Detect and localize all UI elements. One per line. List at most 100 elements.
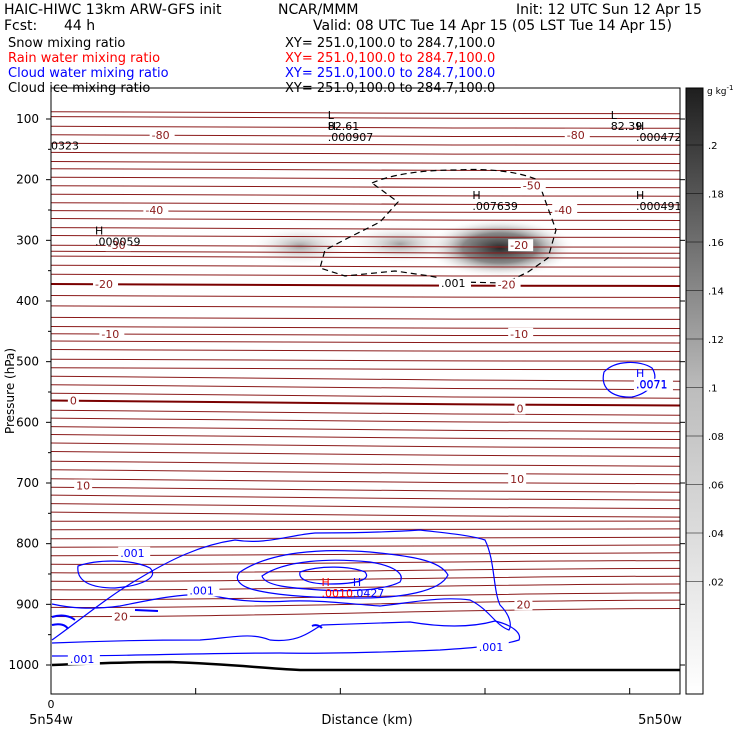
cloud-water-outer-contour bbox=[51, 529, 511, 641]
colorbar-tick-label: .14 bbox=[708, 287, 724, 298]
cloud-water-inner-contour bbox=[261, 559, 402, 592]
y-tick-label: 200 bbox=[16, 173, 39, 187]
temperature-label: -80 bbox=[152, 129, 170, 142]
extremum-value: .000491 bbox=[636, 200, 682, 213]
temperature-contour-line bbox=[51, 384, 680, 391]
y-axis-label: Pressure (hPa) bbox=[3, 348, 17, 434]
temperature-label-bg bbox=[508, 472, 527, 485]
temperature-contour-line bbox=[51, 583, 680, 591]
field-section: XY= 251.0,100.0 to 284.7,100.0 bbox=[285, 51, 495, 66]
temperature-contour-line bbox=[51, 244, 680, 248]
cloud-water-contours bbox=[51, 361, 656, 657]
temperature-label-bg bbox=[508, 327, 534, 340]
extremum-marker: H bbox=[321, 576, 329, 589]
temperature-contour-line bbox=[51, 202, 680, 206]
temperature-contour-line bbox=[51, 375, 680, 382]
extremum-value: .000059 bbox=[95, 235, 141, 248]
x-tick-label: 0 bbox=[48, 698, 55, 711]
cloud-water-label: .0071 bbox=[636, 379, 668, 392]
temperature-label: -10 bbox=[510, 328, 528, 341]
cloud-water-max-contour bbox=[299, 566, 368, 585]
temperature-contour-line bbox=[51, 176, 680, 180]
temperature-contour-line bbox=[51, 283, 680, 287]
temperature-label-bg bbox=[508, 239, 534, 252]
extremum-value: 82.61 bbox=[328, 120, 360, 133]
temperature-contour-line bbox=[51, 333, 680, 337]
colorbar-tick-label: .04 bbox=[708, 529, 724, 540]
temperature-contour-line bbox=[51, 125, 680, 129]
temperature-contour-line bbox=[51, 486, 680, 493]
temperature-label: -10 bbox=[101, 328, 119, 341]
temperature-contour-line bbox=[51, 503, 680, 510]
y-tick-label: 800 bbox=[16, 537, 39, 551]
temperature-contour-line bbox=[51, 227, 680, 231]
temperature-contour-line bbox=[51, 273, 680, 277]
temperature-contour-line bbox=[51, 417, 680, 424]
extremum-value: .000472 bbox=[636, 131, 682, 144]
y-tick-label: 500 bbox=[16, 355, 39, 369]
contour-labels: -80 -80 -50 -40 -40 -30 -20 -20 -20 -10 -10 0 0 10 10 2… bbox=[51, 109, 682, 666]
temperature-contour-line bbox=[51, 210, 680, 214]
temperature-contour-line bbox=[51, 340, 680, 344]
y-tick-label: 600 bbox=[16, 415, 39, 429]
temperature-label-bg bbox=[520, 179, 546, 192]
y-tick-label: 300 bbox=[16, 233, 39, 247]
colorbar-tick-label: .12 bbox=[708, 335, 724, 346]
temperature-label-bg bbox=[67, 394, 79, 407]
colorbar-tick-label: .18 bbox=[708, 190, 724, 201]
temperature-label: -50 bbox=[523, 180, 541, 193]
y-tick-label: 700 bbox=[16, 476, 39, 490]
x-axis-label: Distance (km) bbox=[321, 713, 412, 728]
extremum-marker: L bbox=[611, 109, 618, 122]
temperature-label-bg bbox=[514, 402, 526, 415]
ice-label: .001 bbox=[441, 277, 466, 290]
y-tick-label: 100 bbox=[16, 112, 39, 126]
cloud-water-cell-main bbox=[236, 550, 449, 599]
temperature-contour-line bbox=[51, 608, 680, 618]
temperature-contour-line bbox=[51, 161, 680, 164]
org-label: NCAR/MMM bbox=[278, 2, 359, 18]
colorbar-tick-label: .08 bbox=[708, 432, 724, 443]
temperature-label-bg bbox=[105, 239, 131, 252]
extremum-marker: H bbox=[95, 224, 103, 237]
extremum-marker: H bbox=[472, 189, 480, 202]
colorbar-tick-label: .1 bbox=[708, 384, 718, 395]
temperature-label-bg bbox=[74, 479, 93, 492]
temperature-contour-line bbox=[51, 185, 680, 189]
temperature-contour-line bbox=[51, 434, 680, 440]
temperature-contour-line bbox=[51, 134, 680, 138]
temperature-contour-line bbox=[51, 451, 680, 457]
temperature-label-bg bbox=[99, 327, 125, 340]
cloud-water-label: .001 bbox=[189, 584, 214, 597]
temperature-contour-line bbox=[51, 358, 680, 362]
colorbar-ticks: .2 .18 .16 .14 .12 .1 .08 .06 .04 .02 bbox=[686, 141, 724, 589]
temperature-contour-line bbox=[51, 392, 680, 399]
valid-time: Valid: 08 UTC Tue 14 Apr 15 (05 LST Tue … bbox=[313, 18, 672, 34]
colorbar bbox=[685, 87, 704, 695]
plot-area: -80 -80 -50 -40 -40 -30 -20 -20 -20 -10 -10 0 0 10 10 2… bbox=[51, 109, 682, 672]
field-name: Snow mixing ratio bbox=[8, 36, 125, 51]
temperature-contour-line bbox=[51, 255, 680, 259]
temperature-contour-line bbox=[51, 305, 680, 309]
temperature-contour-line bbox=[51, 494, 680, 501]
x-axis bbox=[50, 688, 631, 694]
colorbar-tick-label: .16 bbox=[708, 238, 724, 249]
cloud-water-cell-west bbox=[77, 560, 153, 589]
temperature-label: -80 bbox=[567, 129, 585, 142]
temperature-contour-line bbox=[51, 592, 680, 601]
temperature-contour-line bbox=[51, 575, 680, 582]
colorbar-tick-label: .06 bbox=[708, 481, 724, 492]
extremum-value: 82.39 bbox=[611, 120, 643, 133]
temperature-label-bg bbox=[93, 278, 119, 291]
extremum-value: .007639 bbox=[472, 200, 518, 213]
temperature-contour-line bbox=[51, 399, 680, 407]
temperature-contour-line bbox=[51, 426, 680, 433]
cloud-water-label-bg bbox=[476, 640, 509, 653]
extremum-marker: H bbox=[636, 120, 644, 133]
cloud-water-label: .001 bbox=[70, 653, 95, 666]
y-tick-label: 400 bbox=[16, 294, 39, 308]
ice-label-bg bbox=[438, 276, 471, 289]
temperature-contour-line bbox=[51, 560, 680, 565]
snow-contour-line bbox=[319, 168, 557, 284]
